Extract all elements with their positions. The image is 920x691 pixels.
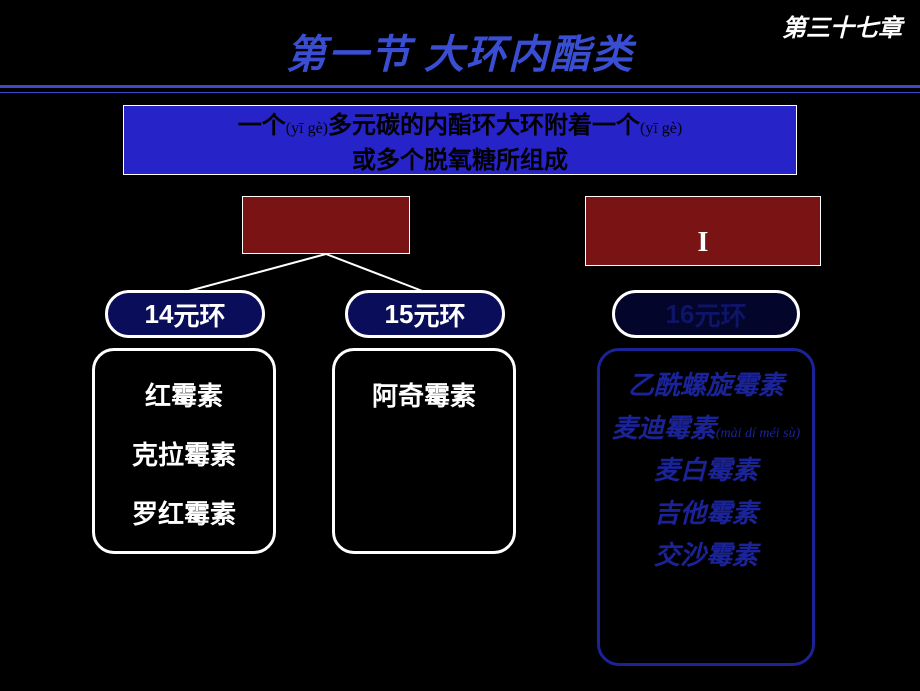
drug-item: 乙酰螺旋霉素 (628, 372, 784, 401)
ring-num: 15 (385, 299, 414, 330)
ring-suffix: 元环 (694, 296, 746, 333)
drug-item: 阿奇霉素 (372, 376, 476, 413)
category-box-right: I (585, 196, 821, 266)
ring-label-14: 14元环 (105, 290, 265, 338)
description-line2: 或多个脱氧糖所组成 (352, 140, 568, 175)
ring-suffix: 元环 (413, 296, 465, 333)
drug-item: 红霉素 (145, 376, 223, 413)
desc-text: 多元碳的内酯环大环附着一个 (328, 113, 640, 139)
category-right-symbol: I (698, 227, 709, 259)
category-box-left (242, 196, 410, 254)
drug-item: 克拉霉素 (132, 435, 236, 472)
drug-box-15: 阿奇霉素 (332, 348, 516, 554)
ring-suffix: 元环 (173, 296, 225, 333)
desc-text: 一个 (238, 113, 286, 139)
drug-item: 罗红霉素 (132, 494, 236, 531)
drug-box-16: 乙酰螺旋霉素 麦迪霉素(mài dí méi sù) 麦白霉素 吉他霉素 交沙霉… (597, 348, 815, 666)
page-title: 第一节 大环内酯类 (0, 22, 920, 80)
desc-pinyin: (yī gè) (286, 120, 328, 137)
ring-num: 16 (666, 299, 695, 330)
drug-item: 麦白霉素 (654, 457, 758, 486)
description-line1: 一个(yī gè)多元碳的内酯环大环附着一个(yī gè) (238, 105, 682, 140)
drug-item: 交沙霉素 (654, 542, 758, 571)
drug-item: 麦迪霉素(mài dí méi sù) (612, 415, 800, 444)
title-underline (0, 85, 920, 88)
title-underline-thin (0, 92, 920, 93)
drug-item: 吉他霉素 (654, 500, 758, 529)
description-box: 一个(yī gè)多元碳的内酯环大环附着一个(yī gè) 或多个脱氧糖所组成 (123, 105, 797, 175)
desc-pinyin: (yī gè) (640, 120, 682, 137)
ring-label-16: 16元环 (612, 290, 800, 338)
ring-num: 14 (145, 299, 174, 330)
drug-box-14: 红霉素 克拉霉素 罗红霉素 (92, 348, 276, 554)
ring-label-15: 15元环 (345, 290, 505, 338)
